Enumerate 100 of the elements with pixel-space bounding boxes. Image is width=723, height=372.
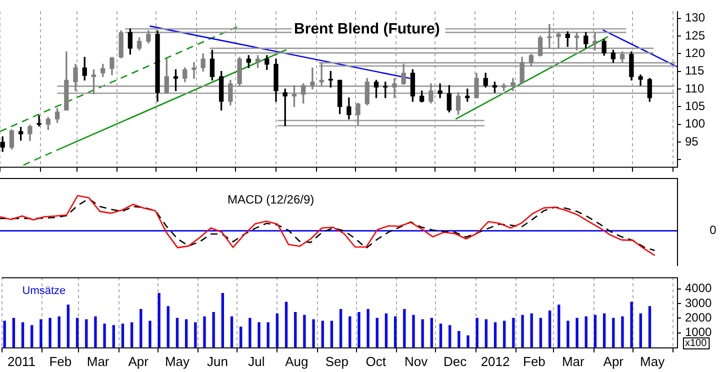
x-tick-label: Dec (443, 354, 468, 369)
bar (284, 302, 288, 348)
chart-title: MACD (12/26/9) (227, 192, 314, 206)
bar (258, 322, 260, 348)
x-tick-label: Nov (404, 354, 428, 369)
bar (248, 318, 252, 348)
bar (148, 320, 152, 348)
bar (530, 313, 533, 348)
bar (648, 306, 652, 348)
y-tick-label: 95 (685, 134, 699, 148)
bar (539, 318, 542, 348)
bar (484, 319, 488, 348)
bar (48, 318, 52, 348)
y-tick-label: 110 (685, 81, 704, 96)
text: x100 (685, 338, 708, 350)
bar (494, 322, 497, 348)
bar (521, 314, 524, 348)
bar (512, 318, 515, 348)
bar (358, 312, 360, 348)
bar (203, 316, 206, 348)
y-tick-label: 100 (685, 116, 706, 131)
y-tick-label: 105 (685, 98, 706, 113)
bar (66, 304, 70, 348)
x-tick-label: Mar (86, 354, 110, 369)
y-tick-label: 125 (685, 28, 706, 42)
bar (558, 304, 560, 348)
bar (240, 326, 242, 348)
y-tick-label: 115 (685, 64, 704, 78)
bar (394, 316, 397, 348)
x-tick-label: Feb (49, 354, 72, 369)
x-tick-label: May (164, 354, 190, 369)
x-tick-label: 2012 (480, 354, 510, 369)
bar (576, 318, 578, 348)
bar (112, 325, 115, 348)
bar (176, 318, 179, 348)
bar (140, 309, 142, 348)
x-tick-label: May (640, 354, 666, 369)
bar (466, 335, 470, 348)
bar (76, 318, 79, 348)
bar (630, 302, 633, 348)
bar (194, 322, 197, 348)
text: Brent Blend (Future) (294, 20, 440, 38)
x-tick-label: Mar (562, 354, 586, 369)
bar (430, 318, 433, 348)
bar (40, 319, 42, 348)
bar (303, 314, 306, 348)
bar (58, 316, 60, 348)
y-tick-label: 130 (685, 10, 706, 25)
y-tick-label: 120 (685, 46, 706, 60)
bar (458, 330, 460, 348)
bar (621, 316, 624, 348)
bar (594, 314, 597, 348)
bar (448, 325, 452, 348)
bar (339, 309, 342, 348)
bar (602, 313, 606, 348)
bar (384, 313, 388, 348)
x-tick-label: Jul (248, 354, 265, 369)
x-tick-label: Sep (325, 354, 348, 369)
x-tick-label: Jun (206, 354, 228, 369)
y-tick-label: 2000 (685, 310, 712, 324)
bar (158, 292, 160, 348)
x-tick-label: 2011 (7, 354, 36, 369)
x-tick-label: Feb (523, 354, 546, 369)
bar (12, 318, 16, 348)
bar (476, 318, 478, 348)
bar (276, 313, 279, 348)
x-tick-label: Apr (603, 354, 624, 369)
x-tick-label: Aug (285, 354, 308, 369)
bar (612, 318, 615, 348)
bar (548, 310, 552, 348)
ref-line-label: 0 (710, 223, 717, 238)
bar (130, 322, 134, 348)
y-tick-label: 4000 (685, 281, 712, 296)
bar (85, 319, 88, 348)
bar (103, 324, 106, 348)
bar (421, 319, 424, 348)
bar (230, 316, 234, 348)
bar (376, 318, 378, 348)
bar (503, 320, 506, 348)
bar (312, 319, 315, 348)
bar (412, 314, 415, 348)
bar (212, 312, 215, 348)
bar (21, 322, 24, 348)
bar (166, 306, 170, 348)
bar (330, 320, 334, 348)
bar (221, 292, 224, 348)
x-tick-label: Apr (128, 354, 150, 369)
bar (184, 319, 188, 348)
bar (94, 316, 97, 348)
bar (294, 312, 297, 348)
bar (403, 309, 406, 348)
text: Umsätze (22, 285, 66, 298)
x-tick-label: Oct (366, 354, 386, 369)
bar (30, 325, 34, 348)
bar (439, 324, 442, 348)
bar (121, 324, 124, 348)
bar (348, 316, 352, 348)
bar (366, 309, 370, 348)
bar (321, 320, 324, 348)
y-tick-label: 3000 (685, 296, 712, 310)
